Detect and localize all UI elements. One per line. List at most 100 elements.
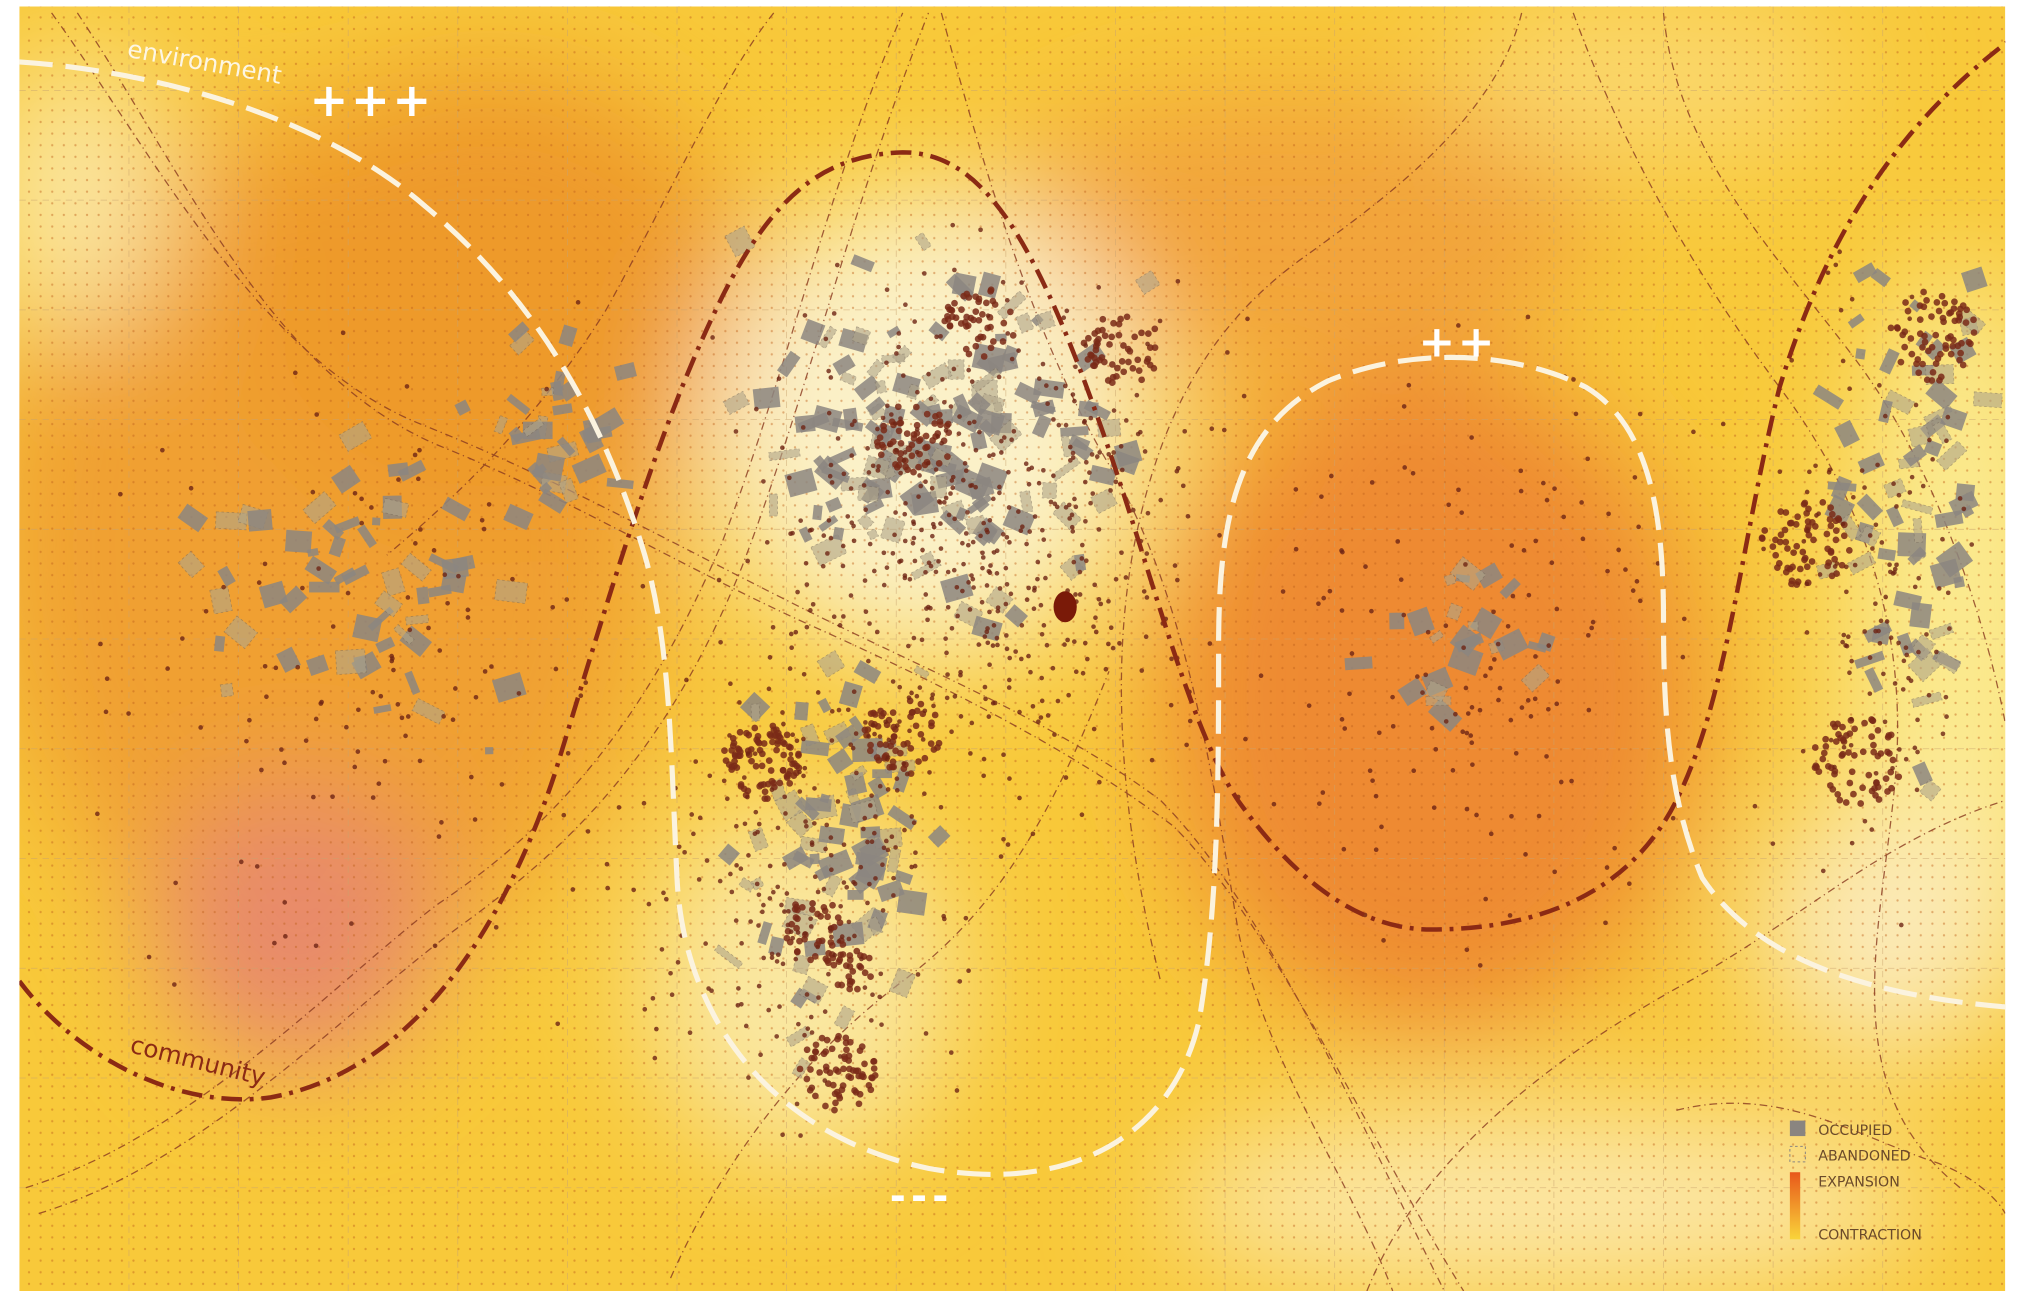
scatter-dot <box>1245 316 1250 322</box>
scatter-dot <box>1655 561 1661 566</box>
scatter-dot <box>295 664 301 670</box>
scatter-dot <box>738 866 744 872</box>
legend-swatch-scale <box>1789 1172 1801 1240</box>
scatter-dot <box>1909 294 1915 300</box>
scatter-dot <box>1914 787 1920 793</box>
building-occupied <box>1885 505 1904 528</box>
scatter-dot <box>1513 750 1519 756</box>
building-occupied <box>397 459 427 482</box>
settlement-dot <box>889 709 897 716</box>
scatter-dot <box>948 1050 954 1055</box>
settlement-dot <box>908 709 916 716</box>
scatter-dot <box>760 909 765 915</box>
scatter-dot <box>1469 435 1474 440</box>
scatter-dot <box>1349 651 1355 656</box>
settlement-dot <box>796 937 803 945</box>
scatter-dot <box>980 550 985 556</box>
settlement-dot <box>961 318 969 326</box>
settlement-dot <box>1888 784 1895 792</box>
settlement-dot <box>868 1074 875 1081</box>
building-occupied <box>850 254 875 273</box>
scatter-dot <box>841 471 847 477</box>
scatter-dot <box>966 580 971 585</box>
scatter-dot <box>1844 643 1850 649</box>
scatter-dot <box>774 1034 780 1039</box>
scatter-dot <box>1082 479 1088 485</box>
building-occupied <box>798 526 813 543</box>
building-abandoned <box>1907 424 1932 448</box>
scatter-dot <box>1431 805 1437 810</box>
building-occupied <box>1961 266 1988 293</box>
scatter-dot <box>853 731 859 736</box>
settlement-dot <box>1907 335 1915 342</box>
settlement-dot <box>912 722 920 730</box>
settlement-dot <box>737 782 745 790</box>
settlement-dot <box>880 443 887 451</box>
building-occupied <box>331 464 361 494</box>
building-abandoned <box>338 420 373 452</box>
settlement-dot <box>812 1041 820 1049</box>
scatter-dot <box>863 507 868 513</box>
scatter-dot <box>1761 546 1766 552</box>
building-occupied <box>613 362 637 381</box>
scatter-dot <box>771 889 776 895</box>
settlement-dot <box>1832 527 1840 534</box>
settlement-dot <box>1947 350 1955 358</box>
settlement-dot <box>943 422 951 430</box>
scatter-dot <box>997 586 1003 591</box>
settlement-dot <box>1822 742 1830 750</box>
settlement-dot <box>873 754 881 761</box>
scatter-dot <box>1293 546 1299 552</box>
scatter-dot <box>407 627 413 633</box>
settlement-dot <box>1932 331 1940 339</box>
settlement-dot <box>910 435 918 442</box>
settlement-dot <box>774 729 782 737</box>
scatter-dot <box>849 520 855 526</box>
scatter-dot <box>841 614 846 619</box>
scatter-dot <box>1077 569 1083 575</box>
scatter-dot <box>1488 831 1494 837</box>
scatter-dot <box>982 684 988 690</box>
settlement-dot <box>1805 531 1813 539</box>
scatter-dot <box>1096 596 1102 602</box>
building-abandoned <box>738 876 756 893</box>
building-abandoned <box>866 358 886 379</box>
scatter-dot <box>437 648 443 653</box>
scatter-dot <box>659 947 665 952</box>
building-abandoned <box>910 558 942 581</box>
settlement-dot <box>897 450 905 457</box>
building-abandoned <box>1935 440 1968 472</box>
scatter-dot <box>1924 632 1929 637</box>
scatter-dot <box>1017 795 1022 801</box>
settlement-dot <box>761 788 769 796</box>
scatter-dot <box>1063 505 1069 510</box>
scatter-dot <box>1073 669 1079 675</box>
settlement-dot <box>783 934 791 942</box>
scatter-dot <box>1605 568 1610 574</box>
scatter-dot <box>829 867 834 873</box>
scatter-dot <box>1067 444 1073 450</box>
scatter-dot <box>767 896 773 901</box>
scatter-dot <box>486 502 492 507</box>
scatter-dot <box>396 477 401 482</box>
legend: OCCUPIED ABANDONED EXPANSION CONTRACTION <box>1789 1120 1922 1243</box>
scatter-dot <box>981 773 986 779</box>
settlement-dot <box>1138 376 1145 384</box>
scatter-dot <box>1752 803 1758 809</box>
settlement-dot <box>1871 785 1878 792</box>
scatter-dot <box>841 842 847 848</box>
scatter-dot <box>1145 510 1151 516</box>
settlement-dot <box>974 335 982 343</box>
settlement-dot <box>1085 334 1092 342</box>
scatter-dot <box>1825 270 1831 276</box>
settlement-dot <box>1894 324 1901 332</box>
scatter-dot <box>1883 594 1889 600</box>
scatter-dot <box>796 1021 801 1027</box>
settlement-dot <box>1819 755 1827 763</box>
scatter-dot <box>780 445 785 451</box>
scatter-dot <box>967 607 973 612</box>
scatter-dot <box>782 794 788 800</box>
scatter-dot <box>316 566 321 571</box>
scatter-dot <box>995 605 1001 610</box>
settlement-dot <box>915 463 922 471</box>
